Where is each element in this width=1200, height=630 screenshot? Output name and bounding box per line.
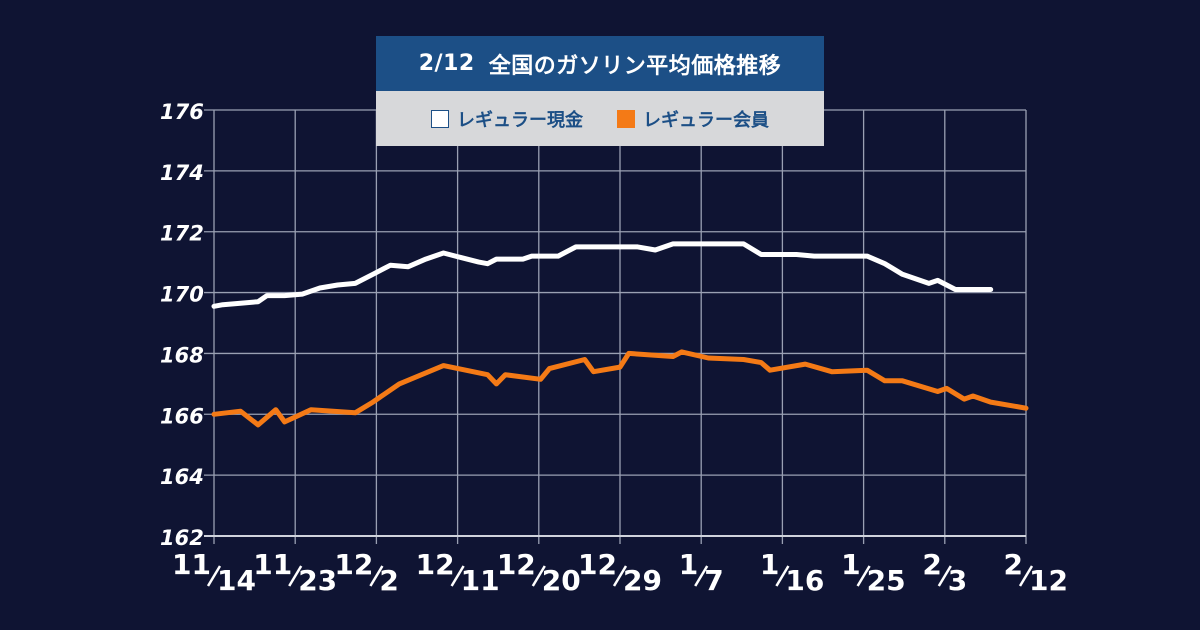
legend-label-member: レギュラー会員 xyxy=(643,109,769,131)
x-tick-label: 12 2 xyxy=(334,548,398,597)
x-tick-denominator: 3 xyxy=(948,564,967,597)
x-tick-denominator: 11 xyxy=(461,564,500,597)
y-tick-label: 172 xyxy=(160,222,204,246)
y-tick-label: 174 xyxy=(160,161,204,185)
chart-title: 2/12 全国のガソリン平均価格推移 xyxy=(376,36,824,91)
x-tick-numerator: 12 xyxy=(578,548,617,581)
x-tick-slash xyxy=(450,565,465,587)
grid-lines xyxy=(204,109,1027,544)
legend-swatch-member xyxy=(617,109,635,128)
series-line-member xyxy=(211,349,1029,428)
x-tick-slash xyxy=(1018,565,1034,587)
x-tick-label: 12 20 xyxy=(497,548,581,597)
x-tick-denominator: 16 xyxy=(785,564,824,597)
x-tick-denominator: 12 xyxy=(1029,564,1068,597)
y-tick-label: 164 xyxy=(160,465,204,489)
x-tick-slash xyxy=(206,565,222,587)
x-tick-label: 12 29 xyxy=(578,548,662,597)
x-tick-slash xyxy=(694,565,709,587)
x-tick-denominator: 25 xyxy=(867,564,906,597)
x-tick-denominator: 23 xyxy=(298,564,337,597)
x-tick-slash xyxy=(612,565,628,587)
y-tick-label: 166 xyxy=(160,404,204,428)
x-tick-label: 11 23 xyxy=(253,548,337,597)
x-tick-denominator: 29 xyxy=(623,564,662,597)
y-tick-label: 162 xyxy=(160,526,204,550)
x-tick-numerator: 2 xyxy=(1004,548,1023,581)
series-lines xyxy=(211,241,1029,428)
x-tick-denominator: 2 xyxy=(379,564,398,597)
y-axis-ticks: 162 164 166 168 170 172 174 176 xyxy=(160,100,204,550)
x-tick-denominator: 20 xyxy=(542,564,581,597)
legend-swatch-cash xyxy=(431,109,449,128)
x-tick-numerator: 12 xyxy=(497,548,536,581)
x-tick-slash xyxy=(288,565,303,587)
x-tick-slash xyxy=(775,565,790,587)
x-tick-slash xyxy=(937,565,952,587)
x-tick-numerator: 1 xyxy=(679,548,698,581)
chart-title-text: 全国のガソリン平均価格推移 xyxy=(488,53,782,79)
x-tick-numerator: 2 xyxy=(922,548,941,581)
x-tick-label: 1 16 xyxy=(760,548,824,597)
x-tick-label: 1 25 xyxy=(841,548,905,597)
x-tick-slash xyxy=(369,565,384,587)
legend: レギュラー現金 レギュラー会員 xyxy=(376,91,824,146)
x-tick-slash xyxy=(531,565,546,587)
x-tick-denominator: 7 xyxy=(704,564,723,597)
legend-item-member: レギュラー会員 xyxy=(617,106,769,132)
x-tick-label: 2 12 xyxy=(1004,548,1068,597)
legend-label-cash: レギュラー現金 xyxy=(457,109,583,131)
x-tick-slash xyxy=(856,565,871,587)
y-tick-label: 176 xyxy=(160,100,204,124)
x-tick-denominator: 14 xyxy=(217,564,256,597)
x-tick-label: 11 14 xyxy=(172,548,256,597)
legend-item-cash: レギュラー現金 xyxy=(431,106,583,132)
series-line-cash xyxy=(211,241,994,309)
x-tick-numerator: 11 xyxy=(253,548,292,581)
x-tick-label: 12 11 xyxy=(416,548,500,597)
x-tick-numerator: 12 xyxy=(334,548,373,581)
x-tick-numerator: 1 xyxy=(760,548,779,581)
y-tick-label: 168 xyxy=(160,343,204,367)
x-tick-numerator: 12 xyxy=(416,548,455,581)
chart-title-date: 2/12 xyxy=(418,51,475,76)
y-tick-label: 170 xyxy=(160,283,204,307)
chart-header: 2/12 全国のガソリン平均価格推移 レギュラー現金 レギュラー会員 xyxy=(376,36,824,146)
x-tick-numerator: 11 xyxy=(172,548,211,581)
x-tick-numerator: 1 xyxy=(841,548,860,581)
